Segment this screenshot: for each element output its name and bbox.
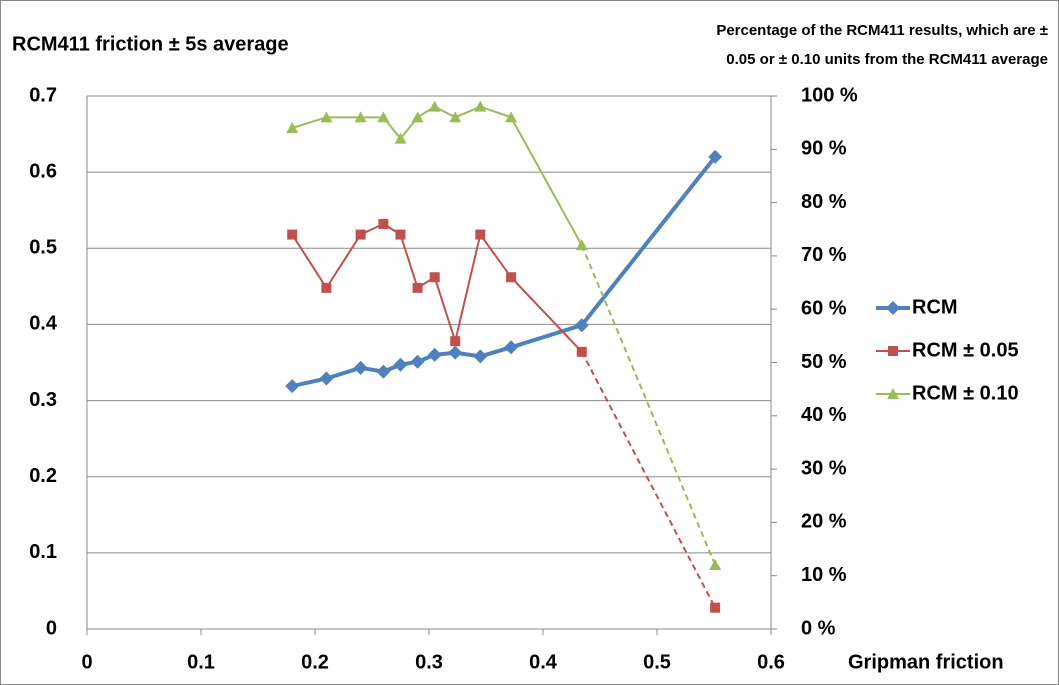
y-tick-label: 0.3 [29, 389, 57, 411]
x-tick-label: 0.2 [301, 651, 329, 673]
legend-marker [886, 301, 900, 315]
point [285, 379, 300, 394]
x-tick-label: 0 [81, 651, 92, 673]
x-tick-label: 0.5 [643, 651, 671, 673]
point [427, 347, 442, 362]
point [353, 360, 368, 375]
y-tick-label: 0.6 [29, 160, 57, 182]
point [475, 229, 486, 240]
legend-label: RCM [912, 296, 958, 318]
x-axis-title: Gripman friction [848, 651, 1004, 673]
point [377, 111, 390, 123]
point [574, 318, 589, 333]
y2-tick-label: 100 % [801, 84, 858, 106]
legend-marker [888, 346, 898, 356]
y-tick-label: 0 [46, 617, 57, 639]
point [376, 364, 391, 379]
point [710, 602, 721, 613]
point [505, 111, 518, 123]
point [393, 357, 408, 372]
y-tick-label: 0.7 [29, 84, 57, 106]
point [474, 100, 487, 112]
point [287, 229, 298, 240]
y-tick-label: 0.2 [29, 465, 57, 487]
x-tick-label: 0.3 [415, 651, 443, 673]
y-tick-label: 0.1 [29, 541, 57, 563]
point [321, 282, 332, 293]
chart-title: RCM411 friction ± 5s average [12, 33, 289, 55]
y2-tick-label: 70 % [801, 244, 847, 266]
y2-tick-label: 60 % [801, 297, 847, 319]
series-line-dashed [580, 244, 717, 566]
point [319, 371, 334, 386]
x-tick-label: 0.4 [529, 651, 558, 673]
series-line [291, 155, 717, 389]
point [708, 149, 723, 164]
point [576, 346, 587, 357]
legend-label: RCM ± 0.05 [912, 339, 1019, 361]
point [320, 111, 333, 123]
point [473, 349, 488, 364]
point [506, 272, 517, 283]
series-line-dashed [580, 351, 717, 609]
y2-tick-label: 0 % [801, 617, 836, 639]
point [450, 336, 461, 347]
legend-label: RCM ± 0.10 [912, 382, 1019, 404]
y2-axis-title: 0.05 or ± 0.10 units from the RCM411 ave… [726, 51, 1048, 68]
y2-tick-label: 40 % [801, 404, 847, 426]
point [378, 218, 389, 229]
y2-tick-label: 80 % [801, 191, 847, 213]
point [504, 340, 519, 355]
x-tick-label: 0.6 [757, 651, 785, 673]
y2-tick-label: 20 % [801, 511, 847, 533]
legend-marker [887, 388, 899, 399]
point [354, 111, 367, 123]
point [709, 559, 722, 571]
x-tick-label: 0.1 [187, 651, 215, 673]
point [355, 229, 366, 240]
point [428, 100, 441, 112]
point [412, 282, 423, 293]
y-tick-label: 0.5 [29, 237, 57, 259]
y-tick-label: 0.4 [29, 313, 58, 335]
point [575, 239, 588, 251]
point [394, 132, 407, 144]
y2-axis-title: Percentage of the RCM411 results, which … [716, 22, 1048, 39]
y2-tick-label: 90 % [801, 138, 847, 160]
y2-tick-label: 50 % [801, 351, 847, 373]
point [286, 121, 299, 133]
y2-tick-label: 10 % [801, 564, 847, 586]
point [411, 111, 424, 123]
point [395, 229, 406, 240]
point [429, 272, 440, 283]
point [410, 354, 425, 369]
point [448, 345, 463, 360]
y2-tick-label: 30 % [801, 457, 847, 479]
point [449, 111, 462, 123]
